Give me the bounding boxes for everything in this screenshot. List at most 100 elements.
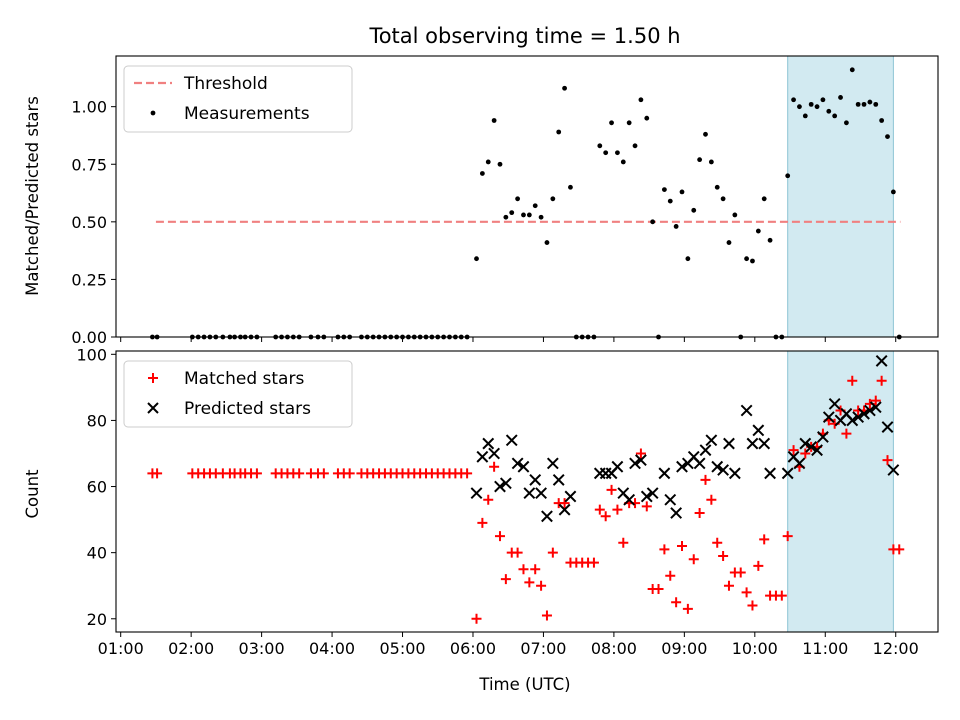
- bottom-plus-point-65: [594, 504, 605, 515]
- top-dot-point-81: [691, 207, 697, 213]
- top-dot-point-92: [755, 228, 761, 234]
- bottom-cross-point-38: [723, 437, 735, 450]
- bottom-plus-point-84: [706, 494, 717, 505]
- top-dot-point-91: [750, 258, 755, 264]
- bottom-x-tick-label-1: 02:00: [168, 639, 214, 658]
- bottom-cross-point-12: [541, 510, 553, 523]
- top-dot-point-98: [791, 97, 796, 103]
- bottom-cross-point-0: [470, 487, 483, 500]
- top-dot-point-79: [679, 189, 685, 195]
- bottom-legend-label-1: Predicted stars: [184, 399, 311, 419]
- bottom-plus-point-69: [618, 537, 629, 548]
- bottom-cross-point-61: [875, 355, 888, 367]
- bottom-cross-point-41: [746, 437, 759, 450]
- top-dot-point-88: [732, 212, 738, 218]
- top-dot-point-87: [726, 240, 732, 245]
- top-dot-point-69: [620, 159, 626, 165]
- bottom-cross-point-9: [523, 487, 536, 500]
- top-dot-point-82: [697, 157, 703, 163]
- top-dot-point-100: [802, 113, 808, 119]
- bottom-plus-point-107: [841, 428, 852, 439]
- top-dot-point-90: [744, 256, 749, 262]
- top-legend-label-0: Threshold: [183, 74, 268, 94]
- top-y-axis-label: Matched/Predicted stars: [23, 96, 42, 296]
- top-dot-point-84: [708, 159, 714, 165]
- bottom-y-tick-label-4: 100: [76, 345, 107, 364]
- top-y-tick-label-4: 1.00: [71, 98, 107, 117]
- bottom-cross-point-10: [529, 474, 542, 486]
- top-dot-point-76: [661, 187, 667, 192]
- bottom-cross-point-60: [869, 401, 882, 414]
- top-dot-point-102: [814, 104, 820, 110]
- bottom-cross-point-30: [676, 460, 688, 473]
- bottom-plus-point-116: [894, 544, 905, 555]
- top-dot-point-44: [474, 256, 479, 262]
- top-dot-point-56: [544, 240, 550, 245]
- bottom-plus-point-114: [882, 455, 893, 466]
- bottom-plus-point-52: [518, 564, 529, 575]
- bottom-plus-point-21: [318, 468, 329, 479]
- bottom-plus-point-44: [471, 613, 482, 624]
- bottom-plus-point-48: [494, 531, 505, 542]
- bottom-plus-point-76: [659, 544, 670, 555]
- bottom-plus-point-92: [753, 560, 764, 571]
- top-dot-point-46: [485, 159, 491, 165]
- bottom-plus-point-66: [600, 511, 611, 522]
- bottom-cross-point-56: [846, 414, 859, 427]
- bottom-cross-point-48: [799, 437, 812, 450]
- bottom-cross-point-15: [558, 503, 571, 516]
- bottom-cross-point-23: [629, 457, 641, 470]
- bottom-plus-point-87: [723, 580, 734, 591]
- bottom-x-tick-label-0: 01:00: [98, 639, 144, 658]
- bottom-cross-point-26: [646, 487, 659, 500]
- bottom-plus-point-49: [500, 574, 511, 585]
- bottom-cross-point-37: [717, 464, 730, 476]
- top-dot-point-57: [550, 196, 556, 202]
- bottom-plus-point-73: [641, 501, 652, 512]
- bottom-plus-point-98: [788, 445, 799, 456]
- bottom-plus-point-13: [251, 468, 262, 479]
- top-dot-point-48: [497, 161, 503, 167]
- bottom-cross-point-53: [828, 397, 841, 410]
- bottom-plus-point-97: [782, 531, 793, 542]
- top-dot-point-104: [826, 108, 832, 114]
- bottom-plus-point-80: [682, 603, 693, 614]
- bottom-plus-point-90: [741, 587, 752, 598]
- bottom-cross-point-40: [740, 404, 753, 417]
- bottom-cross-point-52: [822, 411, 835, 424]
- bottom-plus-point-18: [294, 468, 305, 479]
- bottom-cross-point-28: [664, 493, 677, 506]
- bottom-plus-point-89: [735, 567, 746, 578]
- top-axes-frame: [115, 55, 939, 338]
- top-dot-point-66: [603, 150, 609, 156]
- bottom-y-tick-label-2: 60: [87, 478, 107, 497]
- bottom-plus-point-100: [800, 448, 811, 459]
- bottom-cross-point-63: [887, 464, 900, 476]
- top-legend: Threshold Measurements: [123, 65, 353, 133]
- top-dot-point-59: [562, 85, 567, 91]
- bottom-cross-point-14: [552, 474, 565, 486]
- top-dot-point-109: [855, 101, 861, 107]
- bottom-plus-point-64: [588, 557, 599, 568]
- bottom-plus-point-24: [344, 468, 355, 479]
- top-dot-point-106: [838, 95, 843, 100]
- bottom-plus-point-75: [653, 584, 664, 595]
- chart-title: Total observing time = 1.50 h: [368, 24, 680, 48]
- bottom-x-tick-label-7: 08:00: [591, 639, 637, 658]
- bottom-x-tick-label-5: 06:00: [450, 639, 496, 658]
- top-dot-point-113: [879, 118, 885, 123]
- bottom-cross-point-33: [693, 457, 706, 470]
- top-dot-point-58: [556, 129, 562, 135]
- bottom-plus-point-51: [512, 547, 523, 558]
- bottom-plus-point-45: [477, 517, 488, 528]
- top-dot-point-47: [491, 118, 497, 123]
- top-dot-point-110: [861, 101, 867, 107]
- bottom-axes-panel: 01:00 02:00 03:00 04:00 05:00 06:00 07:00 08:00…: [76, 345, 939, 658]
- bottom-plus-point-55: [536, 580, 547, 591]
- bottom-cross-point-1: [476, 450, 489, 463]
- top-dot-point-115: [890, 189, 896, 195]
- top-dot-point-77: [667, 198, 673, 204]
- bottom-axes-frame: [115, 350, 939, 633]
- bottom-cross-point-4: [494, 480, 506, 493]
